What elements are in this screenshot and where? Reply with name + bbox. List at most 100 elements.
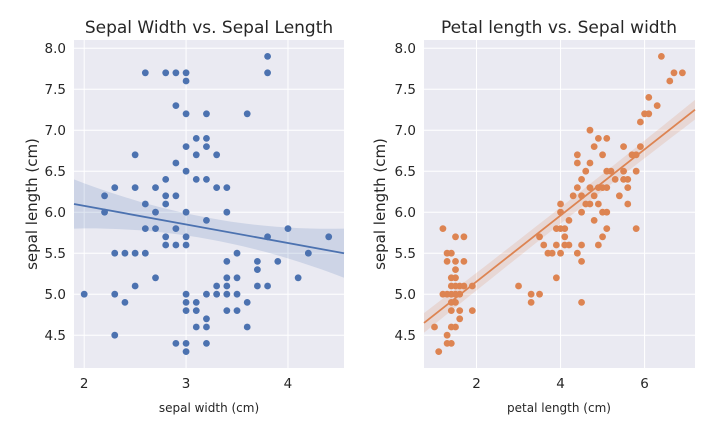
- left-data-point: [213, 184, 221, 192]
- left-data-point: [203, 176, 210, 183]
- right-data-point: [435, 348, 443, 355]
- right-data-point: [599, 151, 606, 159]
- right-data-point: [447, 307, 455, 314]
- left-data-point: [284, 225, 292, 233]
- right-data-point: [590, 217, 598, 224]
- right-data-point: [653, 102, 661, 109]
- right-data-point: [578, 208, 585, 216]
- left-data-point: [162, 233, 170, 241]
- right-data-point: [536, 290, 543, 298]
- right-data-point: [565, 241, 573, 249]
- right-data-point: [603, 135, 611, 142]
- right-regression-line-stroke: [423, 108, 696, 324]
- right-data-point: [586, 159, 594, 167]
- left-data-point: [162, 241, 170, 249]
- left-data-point: [192, 323, 200, 331]
- left-data-point: [152, 225, 159, 233]
- left-data-point: [182, 143, 190, 151]
- right-data-point: [439, 225, 447, 233]
- right-data-point: [443, 331, 451, 339]
- left-x-tick-label: 3: [182, 376, 191, 392]
- left-y-tick-label: 5.5: [45, 246, 66, 262]
- right-data-point: [447, 249, 455, 257]
- right-data-point: [594, 241, 602, 249]
- left-x-tick-label: 4: [284, 376, 293, 392]
- right-data-point: [594, 135, 602, 142]
- right-data-point: [586, 126, 594, 134]
- left-data-point: [192, 176, 200, 183]
- left-y-tick-label: 8.0: [45, 41, 66, 57]
- left-data-point: [253, 266, 261, 273]
- left-data-point: [223, 208, 231, 216]
- right-data-point: [590, 143, 598, 151]
- right-x-axis-label: petal length (cm): [507, 401, 611, 415]
- right-data-point: [607, 167, 615, 175]
- right-data-point: [573, 159, 581, 167]
- right-data-point: [624, 184, 632, 192]
- right-x-tick-label: 6: [640, 376, 649, 392]
- left-data-point: [192, 299, 200, 306]
- right-y-tick-label: 5.5: [395, 246, 416, 262]
- left-plot-background: [74, 40, 344, 368]
- right-x-tick-label: 4: [556, 376, 565, 392]
- left-data-point: [152, 208, 159, 216]
- right-data-point: [636, 143, 644, 151]
- left-data-point: [182, 77, 190, 85]
- right-data-point: [670, 69, 678, 77]
- left-data-point: [152, 274, 159, 282]
- right-data-point: [678, 69, 686, 77]
- left-y-tick-label: 4.5: [45, 328, 66, 344]
- left-data-point: [111, 249, 119, 257]
- left-data-point: [233, 307, 241, 314]
- right-y-tick-labels: 4.5 5.0 5.5 6.0 6.5 7.0 7.5 8.0: [395, 41, 416, 344]
- left-data-point: [172, 69, 180, 77]
- left-data-point: [253, 258, 261, 265]
- left-data-point: [172, 225, 180, 233]
- right-data-point: [447, 340, 455, 347]
- left-regression-line-stroke: [73, 203, 345, 255]
- right-data-point: [460, 282, 468, 290]
- right-x-tick-labels: 2 4 6: [472, 376, 649, 392]
- left-data-point: [203, 290, 210, 298]
- left-data-point: [162, 200, 170, 208]
- left-data-point: [182, 208, 190, 216]
- right-data-point: [552, 241, 560, 249]
- left-data-point: [233, 249, 241, 257]
- left-data-point: [192, 135, 200, 142]
- left-data-point: [172, 159, 180, 167]
- right-data-point: [645, 110, 653, 118]
- left-data-point: [182, 299, 190, 306]
- left-data-point: [264, 69, 271, 77]
- left-data-point: [213, 282, 221, 290]
- left-data-point: [274, 258, 282, 265]
- left-data-point: [121, 249, 129, 257]
- right-data-point: [573, 151, 581, 159]
- right-data-point: [636, 118, 644, 126]
- left-x-tick-label: 2: [80, 376, 89, 392]
- left-data-point: [243, 110, 251, 118]
- left-data-point: [172, 241, 180, 249]
- right-data-point: [452, 258, 459, 265]
- left-data-point: [141, 225, 149, 233]
- left-y-tick-label: 6.5: [45, 164, 66, 180]
- left-data-point: [203, 110, 210, 118]
- left-x-axis-label: sepal width (cm): [159, 401, 259, 415]
- left-data-point: [141, 200, 149, 208]
- right-data-point: [557, 200, 564, 208]
- right-data-point: [632, 167, 640, 175]
- left-data-point: [253, 282, 261, 290]
- left-data-point: [182, 110, 190, 118]
- right-data-point: [657, 53, 665, 60]
- right-chart-title: Petal length vs. Sepal width: [441, 18, 677, 38]
- left-data-point: [233, 274, 241, 282]
- right-data-point: [527, 290, 535, 298]
- right-data-point: [573, 249, 581, 257]
- left-data-point: [203, 315, 210, 323]
- left-data-point: [182, 348, 190, 355]
- left-data-point: [182, 69, 190, 77]
- left-y-tick-label: 7.5: [45, 82, 66, 98]
- left-data-point: [223, 282, 231, 290]
- right-y-axis-label: sepal length (cm): [371, 138, 389, 270]
- left-data-point: [294, 274, 302, 282]
